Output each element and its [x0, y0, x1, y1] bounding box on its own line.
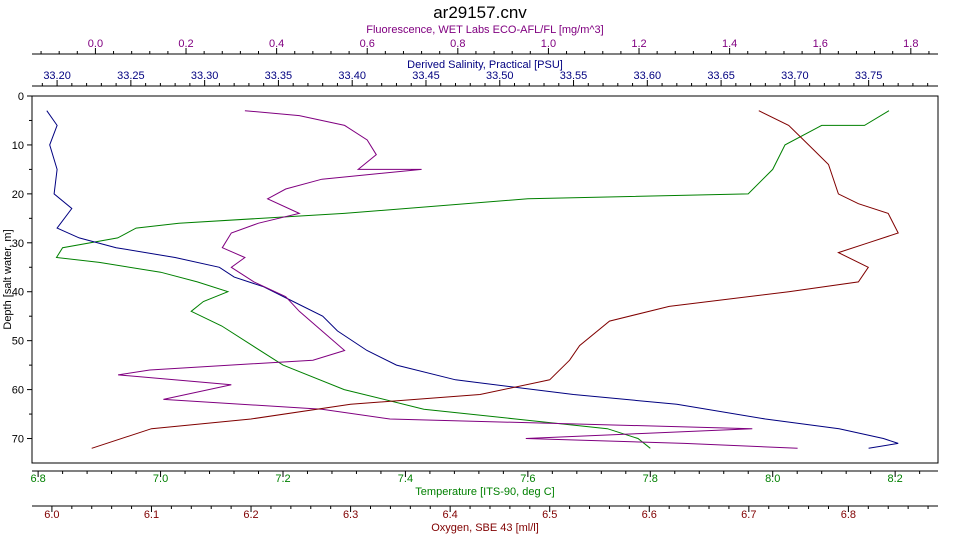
depth-tick-label: 30 [12, 238, 24, 250]
temperature-tick-label: 7.8 [643, 473, 658, 485]
oxygen-tick-label: 6.7 [741, 509, 756, 521]
temperature-tick-label: 7.0 [153, 473, 168, 485]
fluorescence-tick-label: 0.6 [360, 38, 375, 50]
depth-tick-label: 60 [12, 385, 24, 397]
temperature-tick-label: 7.2 [275, 473, 290, 485]
fluorescence-tick-label: 1.6 [813, 38, 828, 50]
series-layer [46, 110, 899, 449]
depth-axis-title: Depth [salt water, m] [2, 229, 14, 329]
fluorescence-tick-label: 1.0 [541, 38, 556, 50]
fluorescence-tick-label: 1.8 [903, 38, 918, 50]
salinity-tick-label: 33.25 [117, 70, 145, 82]
oxygen-profile-line [91, 110, 899, 449]
depth-tick-label: 50 [12, 336, 24, 348]
temperature-tick-label: 6.8 [30, 473, 45, 485]
salinity-tick-label: 33.35 [265, 70, 293, 82]
fluorescence-tick-label: 1.2 [631, 38, 646, 50]
plot-frame [31, 95, 939, 464]
temperature-axis-title: Temperature [ITS-90, deg C] [415, 486, 554, 498]
depth-tick-label: 0 [18, 91, 24, 103]
fluorescence-profile-line [118, 110, 798, 449]
fluorescence-tick-label: 0.0 [88, 38, 103, 50]
oxygen-axis-title: Oxygen, SBE 43 [ml/l] [431, 522, 539, 534]
salinity-tick-label: 33.20 [43, 70, 71, 82]
oxygen-tick-label: 6.8 [841, 509, 856, 521]
oxygen-tick-label: 6.3 [343, 509, 358, 521]
salinity-tick-label: 33.75 [855, 70, 883, 82]
oxygen-tick-label: 6.6 [642, 509, 657, 521]
oxygen-tick-label: 6.4 [443, 509, 458, 521]
salinity-tick-label: 33.30 [191, 70, 219, 82]
fluorescence-tick-label: 0.2 [178, 38, 193, 50]
salinity-tick-label: 33.45 [412, 70, 440, 82]
salinity-tick-label: 33.40 [338, 70, 366, 82]
fluorescence-tick-label: 1.4 [722, 38, 737, 50]
oxygen-tick-label: 6.1 [144, 509, 159, 521]
salinity-tick-label: 33.50 [486, 70, 514, 82]
depth-tick-label: 20 [12, 189, 24, 201]
salinity-tick-label: 33.70 [781, 70, 809, 82]
depth-tick-label: 40 [12, 287, 24, 299]
axes-layer: 0 10 20 30 40 50 60 70 Depth [salt water, m] 0.0 0… [2, 24, 939, 534]
salinity-profile-line [46, 110, 899, 449]
temperature-profile-line [55, 110, 890, 449]
fluorescence-tick-label: 0.4 [269, 38, 284, 50]
salinity-tick-label: 33.65 [707, 70, 735, 82]
salinity-tick-label: 33.60 [634, 70, 662, 82]
chart-title: ar29157.cnv [433, 3, 527, 22]
temperature-tick-label: 8.0 [765, 473, 780, 485]
temperature-tick-label: 8.2 [888, 473, 903, 485]
temperature-tick-label: 7.6 [520, 473, 535, 485]
fluorescence-axis-title: Fluorescence, WET Labs ECO-AFL/FL [mg/m^… [366, 24, 603, 36]
oxygen-tick-label: 6.0 [44, 509, 59, 521]
salinity-tick-label: 33.55 [560, 70, 588, 82]
fluorescence-tick-label: 0.8 [450, 38, 465, 50]
depth-tick-label: 70 [12, 434, 24, 446]
depth-tick-label: 10 [12, 140, 24, 152]
temperature-tick-label: 7.4 [398, 473, 413, 485]
oxygen-tick-label: 6.2 [243, 509, 258, 521]
oxygen-tick-label: 6.5 [542, 509, 557, 521]
salinity-axis-title: Derived Salinity, Practical [PSU] [407, 59, 563, 71]
